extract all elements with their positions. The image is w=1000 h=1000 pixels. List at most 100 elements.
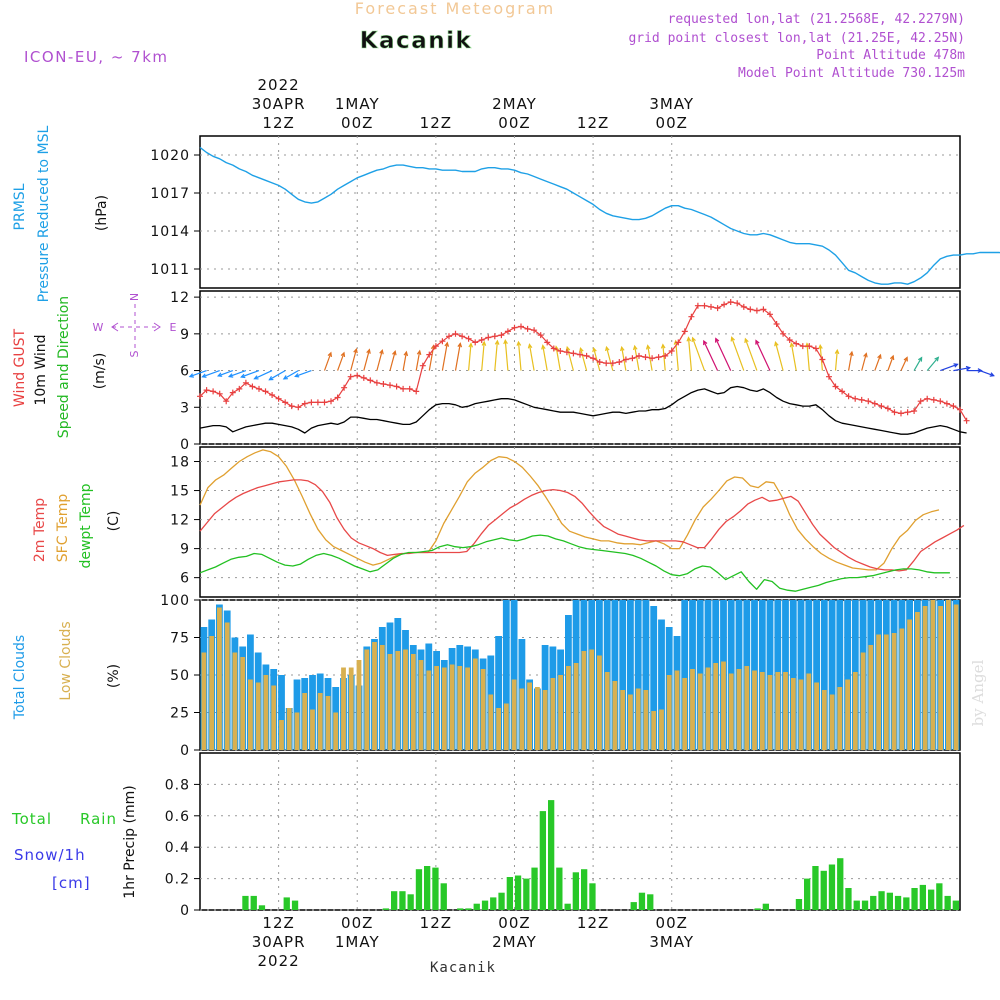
low-clouds-bar: [232, 652, 238, 750]
time-axis-label: 00Z: [656, 114, 688, 132]
snow-unit: [cm]: [52, 874, 91, 892]
wind-gust-marker: [537, 332, 544, 339]
wind-gust-marker: [334, 394, 341, 401]
rain-bar: [638, 892, 646, 910]
wind-direction-arrow: [790, 343, 797, 371]
temp-ytick-label: 6: [180, 571, 190, 587]
wind-gust-marker: [472, 339, 479, 346]
low-clouds-bar: [465, 667, 470, 750]
total-clouds-bar: [820, 600, 828, 750]
time-axis-label: 1MAY: [335, 95, 380, 113]
wind-gust-marker: [884, 405, 891, 412]
low-clouds-bar: [457, 666, 463, 750]
wind-gust-marker: [871, 400, 878, 407]
rain-bar: [391, 891, 398, 910]
low-clouds-label: Low Clouds: [58, 621, 74, 700]
low-clouds-bar: [449, 664, 455, 750]
clouds-panel-labels: Total Clouds Low Clouds (%): [12, 621, 122, 720]
rain-bar: [820, 870, 827, 911]
total-clouds-bar: [797, 600, 805, 750]
wind-gust-marker: [524, 325, 531, 332]
pressure-ytick-label: 1011: [150, 262, 190, 278]
wind-gust-marker: [321, 399, 328, 406]
wind-direction-arrow: [402, 351, 407, 371]
wind-gust-marker: [432, 343, 439, 350]
temp-ytick-label: 12: [170, 513, 190, 529]
wind-direction-arrowhead: [216, 372, 223, 377]
wind-gust-marker: [341, 384, 348, 391]
low-clouds-bar: [953, 604, 959, 750]
rain-bar: [919, 884, 926, 910]
low-clouds-bar: [333, 712, 339, 750]
wind-gust-marker: [760, 306, 767, 313]
wind-direction-arrowhead: [503, 338, 508, 345]
wind-direction-arrowhead: [268, 375, 274, 381]
precip-ytick-label: 0.4: [165, 840, 190, 856]
low-clouds-bar: [480, 669, 486, 750]
low-clouds-bar: [759, 672, 765, 750]
time-axis-label: 12Z: [420, 114, 452, 132]
low-clouds-bar: [271, 685, 277, 750]
wind-gust-marker: [465, 335, 472, 342]
wind-gust-marker: [806, 343, 813, 350]
rain-bar: [514, 875, 522, 910]
wind-gust-marker: [301, 400, 308, 407]
wind-gust-marker: [459, 333, 466, 340]
precip-frame: [199, 752, 961, 911]
model-altitude: Model Point Altitude 730.125m: [738, 66, 965, 81]
wind-direction-arrow: [295, 370, 312, 377]
wind-gust-marker: [478, 337, 485, 343]
rain-bar: [886, 892, 893, 910]
wind-gust-marker: [675, 339, 682, 346]
low-clouds-bar: [341, 667, 346, 750]
wind-direction-arrow: [389, 351, 396, 371]
low-clouds-bar: [744, 666, 750, 750]
wind-direction-arrowhead: [294, 373, 300, 378]
location-title: Kacanik: [360, 28, 473, 54]
low-clouds-bar: [511, 679, 517, 750]
wind-frame: [199, 290, 961, 445]
temp-panel: 6 9 12 15 18: [170, 446, 965, 598]
wind-gust-marker: [793, 340, 800, 347]
wind-gust-marker: [223, 398, 230, 405]
time-axis-label: 2MAY: [492, 933, 537, 951]
wind-gust-marker: [446, 333, 452, 340]
pressure-panel: 1011 1014 1017 1020: [150, 135, 1000, 289]
total-clouds-bar: [836, 600, 844, 750]
low-clouds-bar: [837, 687, 843, 750]
low-clouds-bar: [891, 633, 897, 750]
precip-panel: 0 0.2 0.4 0.6 0.8: [165, 752, 961, 919]
total-clouds-bar: [642, 600, 650, 750]
low-clouds-bar: [860, 652, 866, 750]
wind-direction-arrowhead: [379, 349, 384, 355]
rain-bar: [894, 895, 902, 910]
rain-bar: [581, 869, 588, 910]
compass-icon: N W E S: [93, 293, 177, 358]
wind-gust-marker: [387, 382, 393, 389]
wind-gust-marker: [780, 330, 787, 337]
low-clouds-bar: [426, 670, 432, 750]
rain-bar: [291, 900, 299, 910]
total-clouds-bar: [495, 636, 502, 750]
wind-direction-arrow: [363, 349, 370, 371]
compass-w: W: [93, 321, 104, 334]
wind-direction-arrowhead: [188, 373, 194, 378]
wind-direction-arrow: [715, 338, 732, 371]
low-clouds-bar: [240, 657, 246, 750]
precip-ytick-label: 0.2: [165, 872, 190, 888]
wind-gust-marker: [419, 362, 426, 369]
wind-direction-arrow: [566, 346, 574, 371]
direction-label: Speed and Direction: [56, 296, 72, 438]
wind-gust-marker: [373, 379, 380, 386]
wind-gust-marker: [629, 355, 636, 362]
wind-gust-marker: [328, 398, 334, 405]
wind-gust-marker: [249, 383, 256, 390]
clouds-ytick-label: 50: [170, 668, 190, 684]
wind-direction-arrow: [228, 370, 247, 378]
rain-bar: [845, 888, 852, 910]
wind-direction-arrowhead: [457, 342, 463, 348]
wind-gust-marker: [865, 398, 872, 405]
wind-ytick-label: 12: [170, 290, 190, 306]
wind-gust-marker: [295, 404, 302, 411]
wind-gust-marker: [943, 400, 950, 407]
